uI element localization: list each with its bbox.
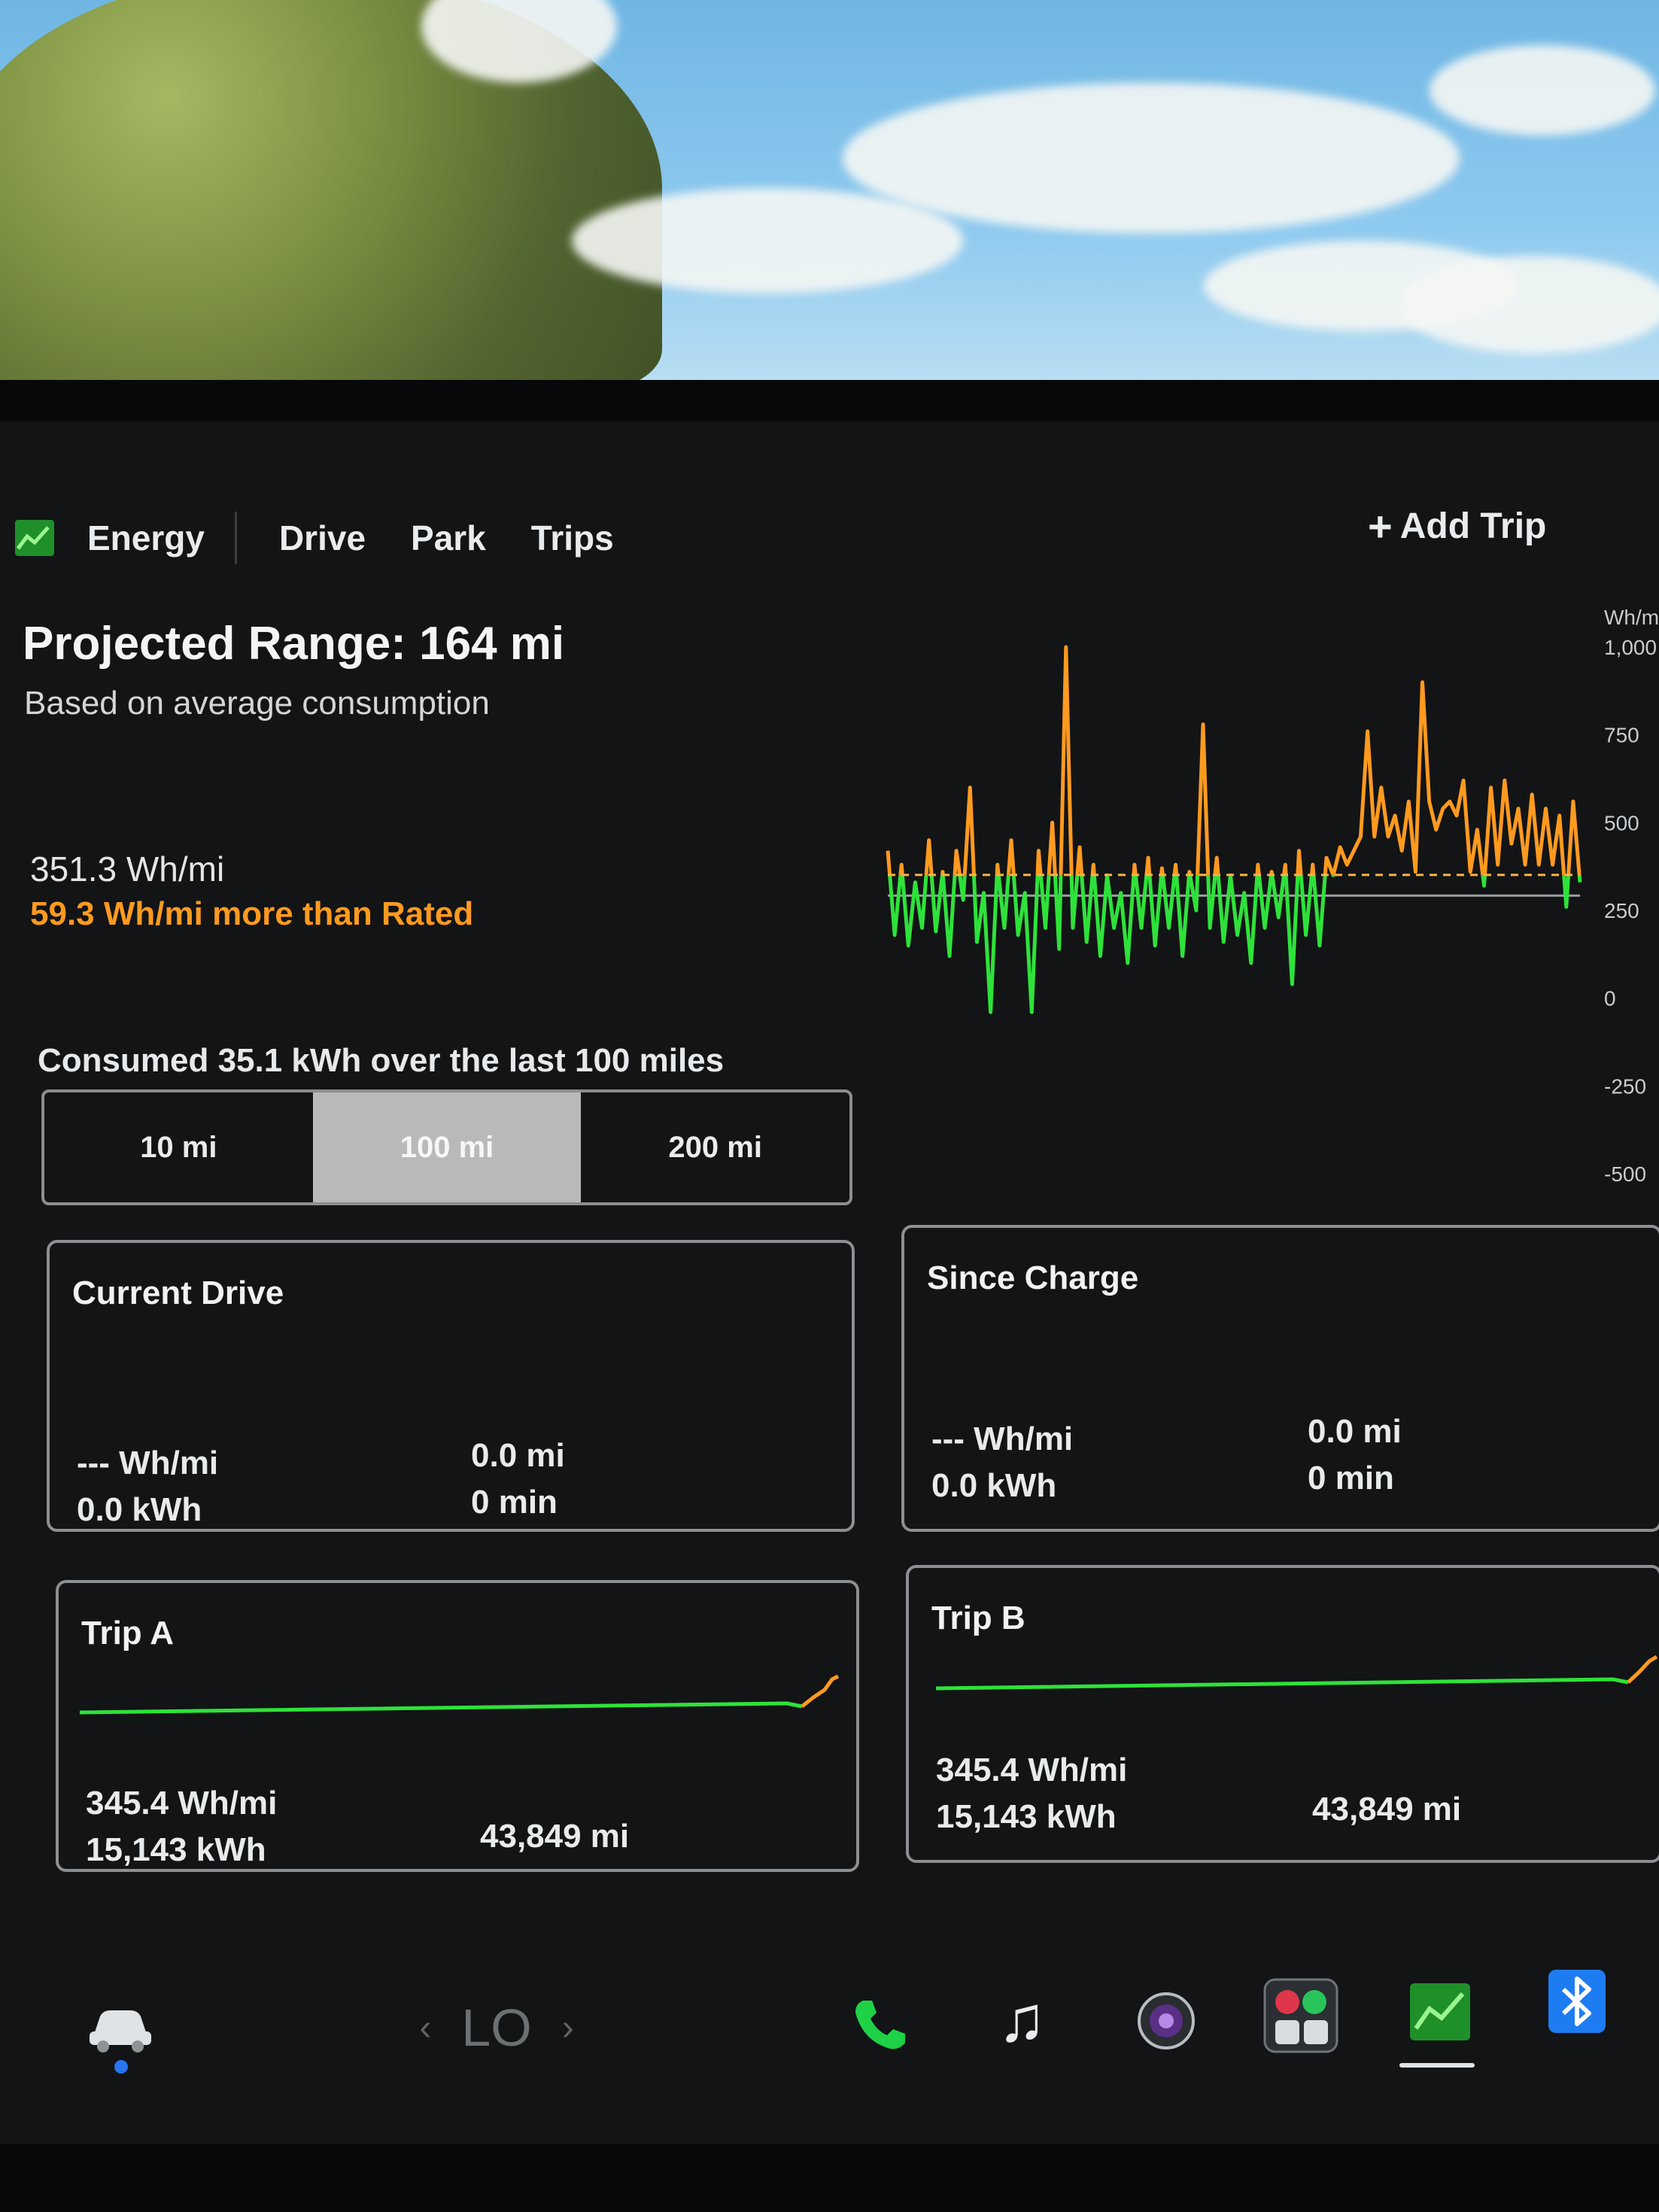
card-title: Trip A	[81, 1615, 175, 1651]
add-trip-label: Add Trip	[1399, 506, 1547, 546]
active-app-indicator	[1399, 2063, 1475, 2068]
bluetooth-button[interactable]	[1542, 1964, 1612, 2039]
y-tick-label: -500	[1604, 1162, 1646, 1186]
card-energy: 0.0 kWh	[931, 1467, 1057, 1504]
bottom-dock: ‹ LO › ♫	[0, 1934, 1659, 2074]
range-option-100mi[interactable]: 100 mi	[312, 1092, 582, 1202]
tab-park[interactable]: Park	[411, 518, 486, 558]
energy-app-icon	[1410, 1983, 1470, 2040]
tab-trips[interactable]: Trips	[530, 518, 614, 558]
tab-drive[interactable]: Drive	[278, 518, 366, 558]
phone-button[interactable]	[843, 1986, 918, 2062]
phone-icon	[855, 2001, 905, 2049]
card-efficiency: 345.4 Wh/mi	[936, 1752, 1128, 1788]
consumed-summary: Consumed 35.1 kWh over the last 100 mile…	[38, 1042, 725, 1079]
chevron-left-icon[interactable]: ‹	[419, 2007, 432, 2048]
trip-b-card[interactable]: Trip B 345.4 Wh/mi 15,143 kWh 43,849 mi	[906, 1565, 1659, 1863]
y-tick-label: 250	[1604, 899, 1639, 922]
card-efficiency: 345.4 Wh/mi	[86, 1785, 278, 1822]
card-title: Trip B	[931, 1600, 1025, 1636]
y-tick-label: -250	[1604, 1074, 1646, 1098]
card-distance: 0.0 mi	[1308, 1413, 1402, 1450]
current-drive-card[interactable]: Current Drive --- Wh/mi 0.0 kWh 0.0 mi 0…	[47, 1240, 855, 1532]
card-efficiency: --- Wh/mi	[931, 1420, 1074, 1457]
window-sky-background	[0, 0, 1659, 384]
consumption-chart: Wh/mi 1,000 750 500 250 0 -250 -500	[886, 606, 1659, 1186]
consumption-series-above-average	[886, 645, 1582, 875]
energy-tab-bar: Energy Drive Park Trips	[15, 512, 659, 564]
consumption-series-below-average	[888, 874, 1582, 1014]
music-button[interactable]: ♫	[984, 1982, 1059, 2057]
music-icon: ♫	[997, 1983, 1047, 2056]
card-distance: 0.0 mi	[471, 1437, 565, 1474]
average-consumption: 351.3 Wh/mi	[30, 849, 225, 889]
projected-range-subtitle: Based on average consumption	[24, 685, 490, 722]
plus-icon: +	[1368, 502, 1393, 550]
car-indicator-dot	[114, 2060, 128, 2074]
car-icon	[90, 2010, 151, 2052]
card-title: Current Drive	[72, 1275, 284, 1311]
card-energy: 0.0 kWh	[77, 1491, 202, 1528]
y-tick-label: 1,000	[1604, 636, 1657, 659]
chevron-right-icon[interactable]: ›	[561, 2007, 574, 2048]
bluetooth-icon	[1548, 1970, 1606, 2033]
card-distance: 43,849 mi	[480, 1818, 630, 1855]
apps-button[interactable]	[1261, 1974, 1341, 2057]
card-duration: 0 min	[1308, 1460, 1394, 1496]
range-option-200mi[interactable]: 200 mi	[668, 1130, 762, 1164]
y-tick-label: 500	[1604, 811, 1639, 834]
apps-icon	[1263, 1978, 1338, 2053]
trip-a-card[interactable]: Trip A 345.4 Wh/mi 15,143 kWh 43,849 mi	[56, 1580, 859, 1872]
since-charge-card[interactable]: Since Charge --- Wh/mi 0.0 kWh 0.0 mi 0 …	[901, 1225, 1659, 1532]
card-duration: 0 min	[471, 1484, 558, 1521]
y-tick-label: 750	[1604, 724, 1639, 747]
trip-b-sparkline	[936, 1654, 1658, 1691]
range-option-10mi[interactable]: 10 mi	[140, 1130, 217, 1164]
card-energy: 15,143 kWh	[86, 1831, 266, 1868]
energy-app-button[interactable]	[1401, 1974, 1479, 2049]
camera-icon	[1138, 1992, 1195, 2049]
card-title: Since Charge	[927, 1259, 1139, 1296]
distance-range-selector: 10 mi 100 mi 200 mi	[41, 1089, 852, 1205]
card-efficiency: --- Wh/mi	[77, 1445, 219, 1481]
tab-divider	[234, 512, 237, 564]
projected-range: Projected Range: 164 mi	[23, 618, 565, 670]
energy-graph-icon	[15, 520, 54, 556]
y-axis-unit-label: Wh/mi	[1604, 606, 1659, 629]
add-trip-button[interactable]: + Add Trip	[1368, 502, 1547, 550]
trip-a-sparkline	[80, 1674, 840, 1715]
tab-energy[interactable]: Energy	[87, 518, 205, 558]
card-distance: 43,849 mi	[1312, 1791, 1462, 1828]
climate-temperature: LO	[461, 1998, 532, 2057]
y-tick-label: 0	[1604, 987, 1616, 1010]
car-button[interactable]	[83, 1994, 158, 2062]
climate-control[interactable]: ‹ LO ›	[376, 1986, 617, 2069]
consumption-difference: 59.3 Wh/mi more than Rated	[30, 895, 474, 932]
card-energy: 15,143 kWh	[936, 1798, 1117, 1835]
camera-button[interactable]	[1129, 1983, 1204, 2059]
